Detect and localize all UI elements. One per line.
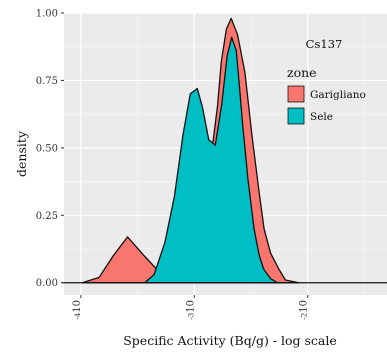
density-area-sele [144, 36, 279, 284]
y-tick-label: 0.75 [36, 76, 58, 87]
x-tick-exponent: -3 [187, 313, 195, 320]
density-areas [62, 17, 387, 284]
x-tick-label: -210 [299, 300, 310, 320]
x-tick-label: -310 [185, 300, 196, 320]
y-tick-label: 0.25 [36, 211, 58, 222]
x-tick-exponent: -4 [74, 312, 82, 319]
x-axis-title: Specific Activity (Bq/g) - log scale [123, 333, 337, 348]
axes: 0.00 0.25 0.50 0.75 1.00 -410 -310 -210 [36, 9, 310, 320]
legend-key-sele [287, 107, 305, 125]
panel-label: Cs137 [306, 37, 343, 51]
legend-label-garigliano: Garigliano [310, 89, 366, 101]
x-tick-exponent: -2 [301, 313, 309, 320]
y-axis-title: density [14, 130, 29, 177]
legend-title: zone [287, 65, 317, 80]
legend-label-sele: Sele [310, 111, 333, 123]
x-tick-label: -410 [72, 300, 83, 320]
legend-key-garigliano [287, 85, 305, 103]
y-tick-label: 1.00 [36, 9, 58, 20]
y-tick-label: 0.00 [36, 278, 58, 289]
y-tick-label: 0.50 [36, 143, 58, 154]
legend: zone Garigliano Sele [287, 65, 366, 125]
